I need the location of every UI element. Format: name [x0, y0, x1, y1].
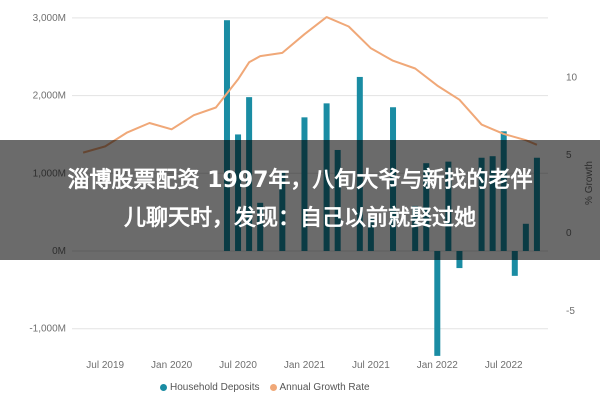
y-right-tick-label: 10 [566, 72, 578, 83]
legend-label-deposits: Household Deposits [170, 382, 260, 393]
x-tick-label: Jan 2021 [284, 360, 326, 371]
y-left-tick-label: -1,000M [29, 324, 66, 335]
banner-line-2: 儿聊天时，发现：自己以前就娶过她 [123, 206, 476, 231]
legend-label-growth: Annual Growth Rate [279, 382, 370, 393]
growth-rate-line [82, 16, 538, 154]
x-tick-label: Jul 2020 [219, 360, 257, 371]
deposit-bar [511, 250, 518, 276]
deposit-bar [223, 20, 230, 251]
deposit-bar [434, 250, 441, 356]
x-tick-label: Jul 2022 [485, 360, 523, 371]
x-tick-label: Jan 2020 [151, 360, 193, 371]
legend-dot-growth [269, 384, 277, 391]
chart-legend: Household Deposits Annual Growth Rate [160, 382, 370, 393]
banner-text: 淄博股票配资 1997年，八旬大爷与新找的老伴 儿聊天时，发现：自己以前就娶过她 [10, 162, 590, 238]
legend-item-growth: Annual Growth Rate [269, 382, 370, 393]
y-left-tick-label: 2,000M [33, 91, 66, 102]
x-tick-label: Jul 2019 [86, 360, 124, 371]
x-tick-label: Jan 2022 [417, 360, 459, 371]
x-tick-label: Jul 2021 [352, 360, 390, 371]
y-left-tick-label: 3,000M [33, 13, 66, 24]
legend-item-deposits: Household Deposits [160, 382, 260, 393]
legend-dot-deposits [160, 384, 167, 391]
y-right-tick-label: -5 [566, 306, 575, 317]
banner-line-1: 淄博股票配资 1997年，八旬大爷与新找的老伴 [67, 168, 533, 193]
overlay-banner: 淄博股票配资 1997年，八旬大爷与新找的老伴 儿聊天时，发现：自己以前就娶过她 [0, 140, 600, 260]
